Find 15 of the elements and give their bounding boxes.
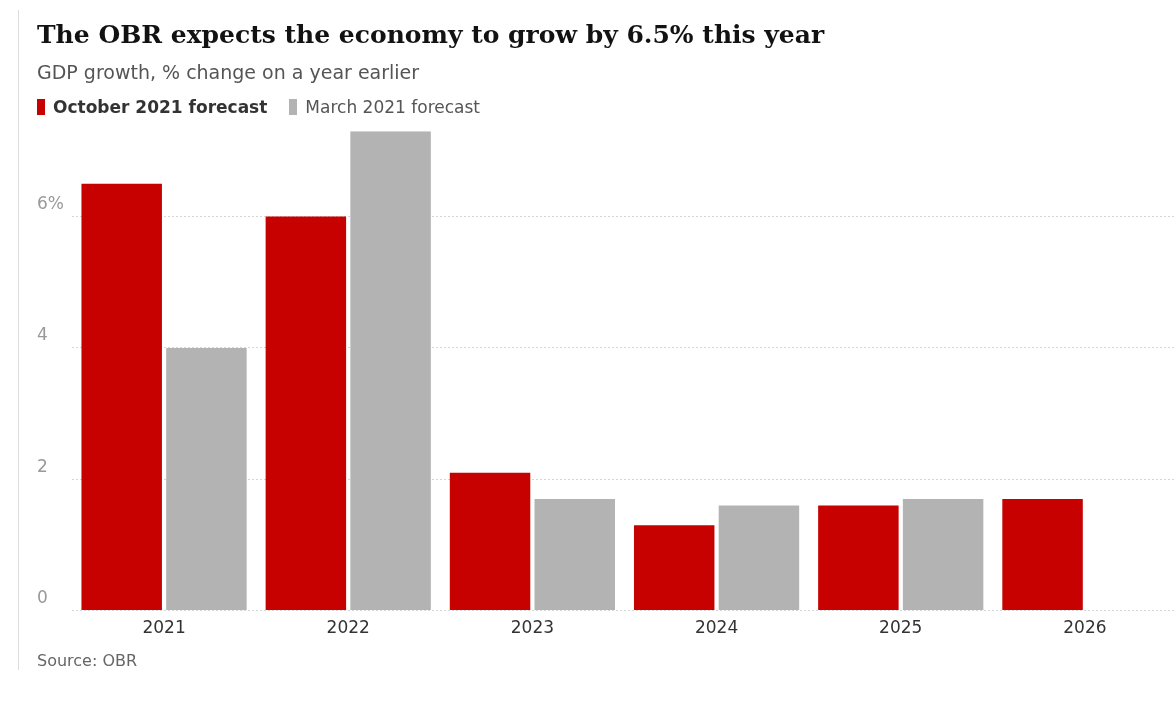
x-tick-label: 2021 [142, 617, 186, 638]
y-tick-label: 4 [37, 324, 48, 345]
x-tick-label: 2022 [326, 617, 370, 638]
y-tick-label: 6% [37, 192, 64, 213]
source-note: Source: OBR [37, 651, 139, 670]
x-tick-label: 2026 [1063, 617, 1107, 638]
x-tick-label: 2024 [694, 617, 739, 638]
chart-title: The OBR expects the economy to grow by 6.5% this year [37, 20, 826, 49]
y-tick-label: 0 [37, 587, 48, 608]
y-tick-label: 2 [37, 455, 48, 476]
legend-label: March 2021 forecast [305, 97, 480, 117]
x-tick-label: 2025 [879, 617, 923, 638]
legend-label: October 2021 forecast [53, 97, 268, 117]
x-tick-label: 2023 [510, 617, 555, 638]
chart-subtitle: GDP growth, % change on a year earlier [37, 61, 421, 83]
